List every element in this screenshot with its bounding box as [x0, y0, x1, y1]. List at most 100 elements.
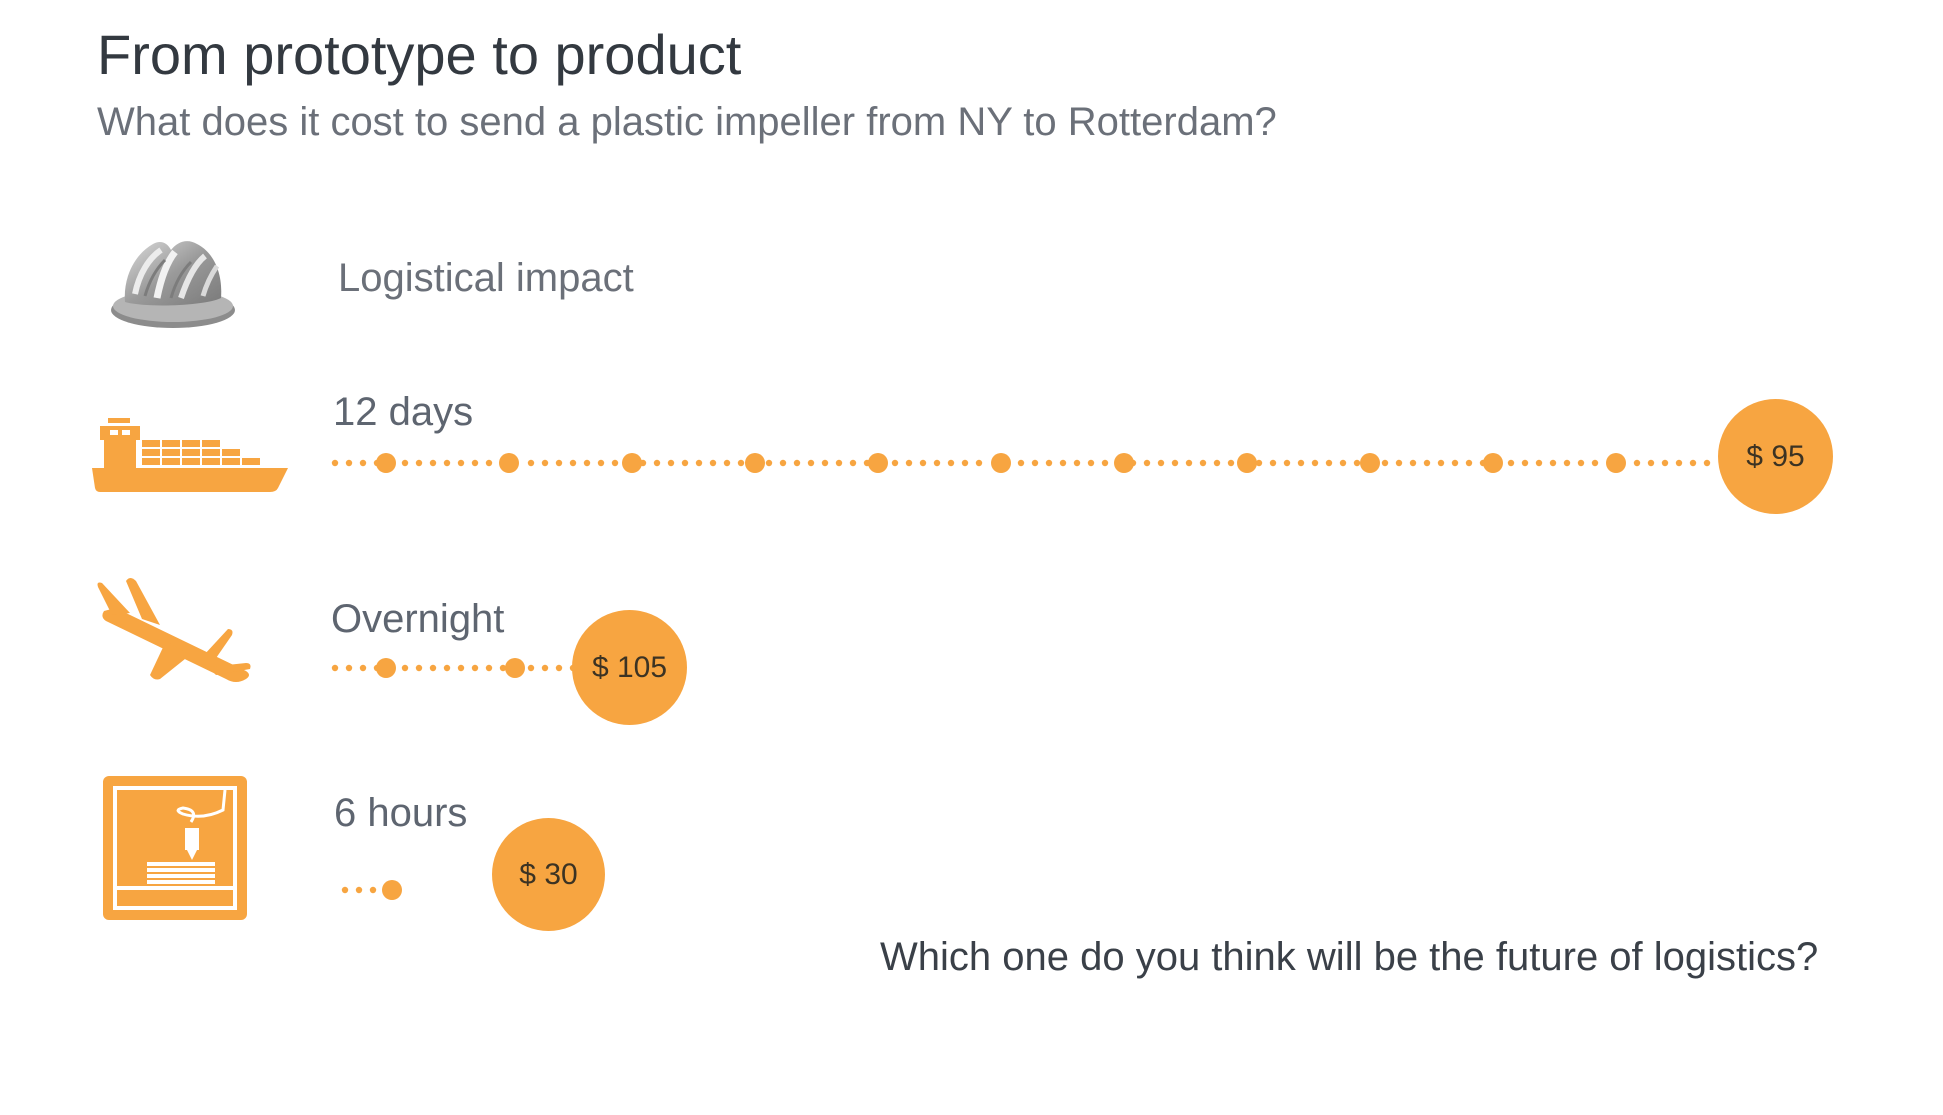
timeline-small-dot: [443, 459, 451, 467]
printer-price-label: $ 30: [519, 857, 578, 891]
airplane-icon: [96, 575, 256, 690]
timeline-small-dot: [793, 459, 801, 467]
timeline-small-dot: [555, 459, 563, 467]
timeline-day-marker: [382, 880, 402, 900]
timeline-small-dot: [331, 459, 339, 467]
timeline-small-dot: [597, 459, 605, 467]
plane-price-bubble: $ 105: [572, 610, 687, 725]
timeline-day-marker: [499, 453, 519, 473]
3d-printer-icon: [103, 776, 247, 920]
timeline-small-dot: [415, 459, 423, 467]
timeline-small-dot: [1031, 459, 1039, 467]
printer-price-bubble: $ 30: [492, 818, 605, 931]
timeline-small-dot: [583, 459, 591, 467]
ship-price-bubble: $ 95: [1718, 399, 1833, 514]
timeline-small-dot: [1087, 459, 1095, 467]
ship-price-label: $ 95: [1746, 439, 1805, 473]
timeline-small-dot: [1535, 459, 1543, 467]
timeline-small-dot: [471, 664, 479, 672]
timeline-small-dot: [737, 459, 745, 467]
timeline-small-dot: [1339, 459, 1347, 467]
timeline-small-dot: [1563, 459, 1571, 467]
timeline-small-dot: [933, 459, 941, 467]
timeline-small-dot: [723, 459, 731, 467]
timeline-small-dot: [429, 459, 437, 467]
timeline-small-dot: [1213, 459, 1221, 467]
timeline-small-dot: [1437, 459, 1445, 467]
timeline-small-dot: [849, 459, 857, 467]
ship-duration-label: 12 days: [333, 390, 474, 434]
timeline-small-dot: [611, 459, 619, 467]
timeline-small-dot: [1353, 459, 1361, 467]
timeline-small-dot: [765, 459, 773, 467]
timeline-day-marker: [991, 453, 1011, 473]
timeline-day-marker: [1237, 453, 1257, 473]
timeline-small-dot: [1395, 459, 1403, 467]
timeline-small-dot: [835, 459, 843, 467]
timeline-small-dot: [1045, 459, 1053, 467]
timeline-small-dot: [1507, 459, 1515, 467]
timeline-small-dot: [919, 459, 927, 467]
timeline-small-dot: [541, 459, 549, 467]
timeline-small-dot: [471, 459, 479, 467]
timeline-small-dot: [355, 886, 363, 894]
timeline-small-dot: [485, 664, 493, 672]
timeline-day-marker: [1114, 453, 1134, 473]
timeline-small-dot: [1423, 459, 1431, 467]
timeline-small-dot: [331, 664, 339, 672]
timeline-small-dot: [341, 886, 349, 894]
timeline-small-dot: [443, 664, 451, 672]
timeline-small-dot: [1283, 459, 1291, 467]
timeline-small-dot: [1227, 459, 1235, 467]
timeline-day-marker: [868, 453, 888, 473]
timeline-day-marker: [622, 453, 642, 473]
timeline-small-dot: [1647, 459, 1655, 467]
timeline-small-dot: [1465, 459, 1473, 467]
timeline-small-dot: [345, 459, 353, 467]
timeline-day-marker: [1483, 453, 1503, 473]
timeline-small-dot: [653, 459, 661, 467]
timeline-small-dot: [1311, 459, 1319, 467]
timeline-small-dot: [457, 459, 465, 467]
timeline-small-dot: [541, 664, 549, 672]
section-label: Logistical impact: [338, 256, 634, 300]
timeline-small-dot: [369, 886, 377, 894]
timeline-small-dot: [415, 664, 423, 672]
timeline-small-dot: [429, 664, 437, 672]
timeline-small-dot: [569, 459, 577, 467]
timeline-small-dot: [779, 459, 787, 467]
plane-price-label: $ 105: [591, 650, 668, 684]
timeline-small-dot: [1661, 459, 1669, 467]
timeline-small-dot: [667, 459, 675, 467]
timeline-small-dot: [891, 459, 899, 467]
timeline-small-dot: [1101, 459, 1109, 467]
timeline-small-dot: [947, 459, 955, 467]
timeline-small-dot: [499, 664, 507, 672]
timeline-day-marker: [745, 453, 765, 473]
timeline-day-marker: [505, 658, 525, 678]
timeline-small-dot: [555, 664, 563, 672]
timeline-small-dot: [401, 664, 409, 672]
timeline-small-dot: [975, 459, 983, 467]
timeline-small-dot: [359, 459, 367, 467]
timeline-small-dot: [1451, 459, 1459, 467]
timeline-small-dot: [345, 664, 353, 672]
page-subtitle: What does it cost to send a plastic impe…: [97, 100, 1277, 144]
timeline-small-dot: [1297, 459, 1305, 467]
timeline-day-marker: [376, 658, 396, 678]
printer-timeline: [341, 880, 402, 900]
plane-timeline: [331, 658, 591, 678]
timeline-small-dot: [527, 459, 535, 467]
timeline-day-marker: [376, 453, 396, 473]
page-title: From prototype to product: [97, 23, 742, 86]
timeline-small-dot: [681, 459, 689, 467]
timeline-small-dot: [905, 459, 913, 467]
timeline-small-dot: [1325, 459, 1333, 467]
timeline-small-dot: [485, 459, 493, 467]
timeline-small-dot: [1633, 459, 1641, 467]
timeline-small-dot: [1157, 459, 1165, 467]
timeline-small-dot: [1549, 459, 1557, 467]
timeline-small-dot: [527, 664, 535, 672]
timeline-day-marker: [1360, 453, 1380, 473]
cargo-ship-icon: [92, 418, 292, 494]
